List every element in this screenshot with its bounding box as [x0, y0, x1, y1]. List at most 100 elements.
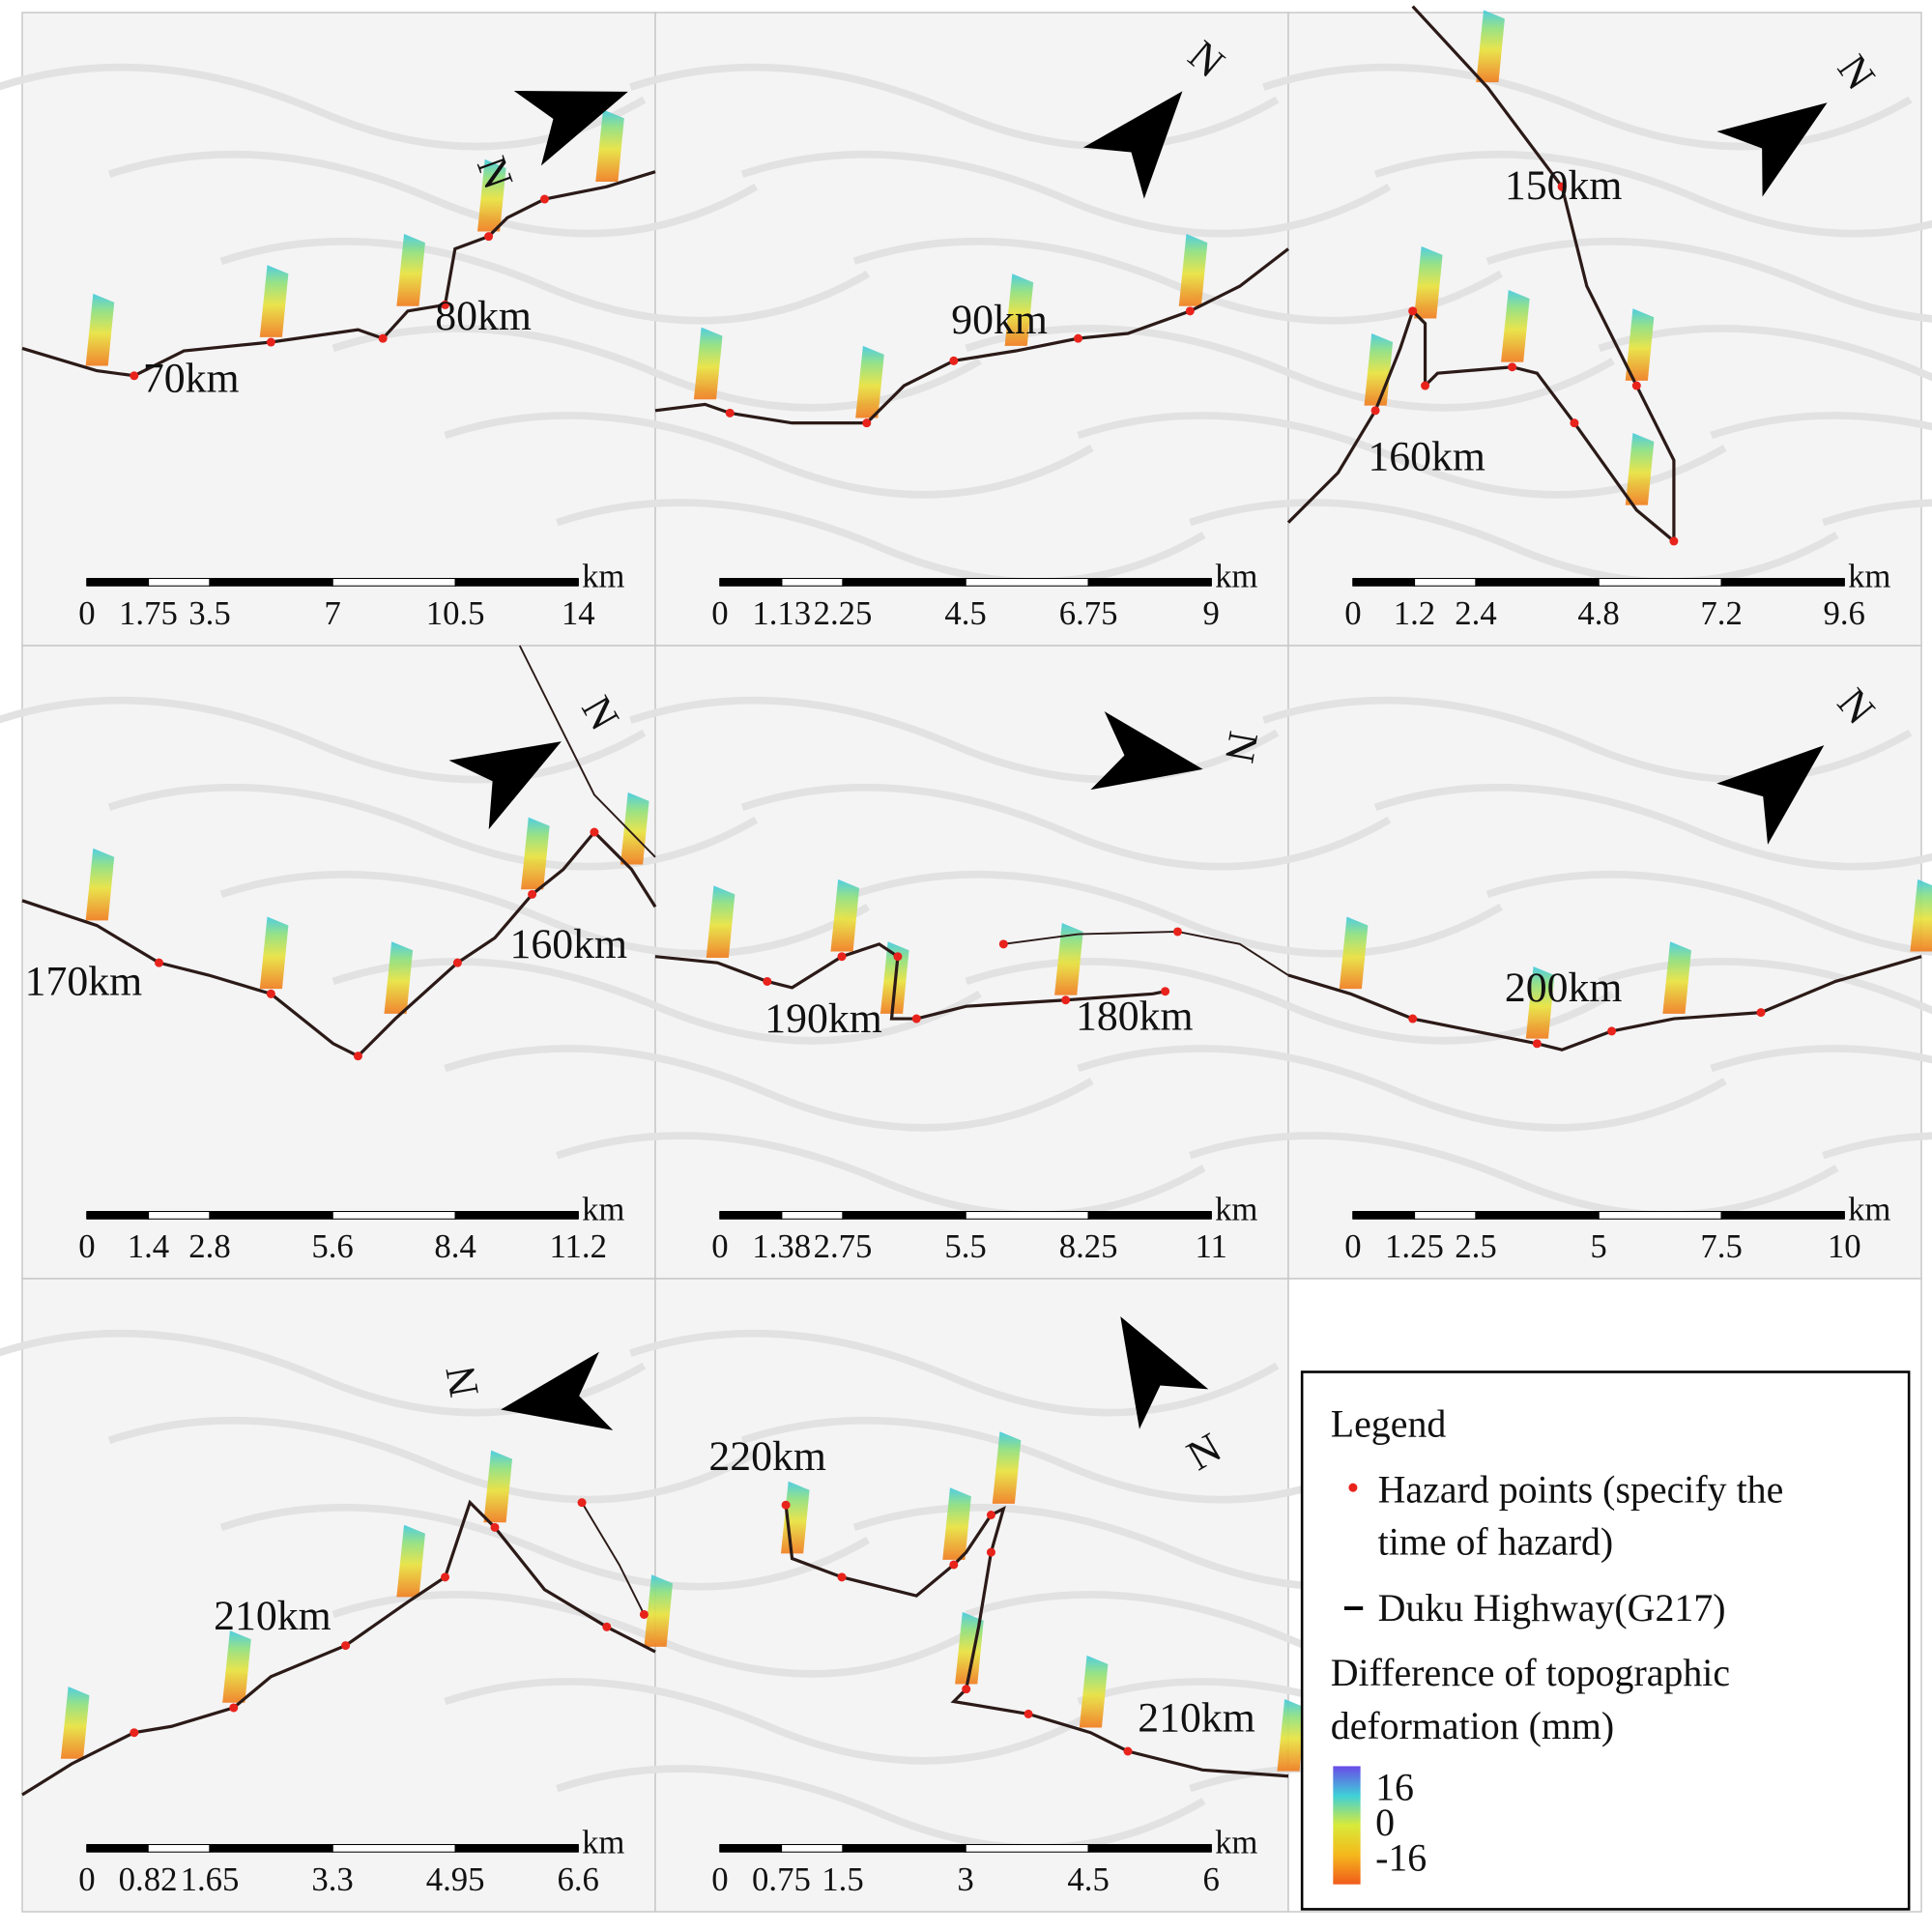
- colorbar-label: -16: [1375, 1836, 1427, 1880]
- scale-segment: [147, 1210, 211, 1220]
- highway: [1287, 955, 1922, 1052]
- highway: [581, 1502, 646, 1615]
- km-label: 90km: [951, 297, 1048, 343]
- scale-label: 5: [1590, 1227, 1606, 1265]
- km-label: 70km: [143, 355, 240, 401]
- scale-segment: [781, 577, 844, 587]
- north-arrow: [513, 90, 628, 166]
- deformation-patch: [1662, 941, 1691, 1014]
- hazard-point: [266, 337, 275, 347]
- hillshade: [629, 1329, 1280, 1417]
- scale-label: 3: [957, 1860, 973, 1898]
- hillshade: [852, 870, 1503, 958]
- deformation-patch: [85, 293, 115, 366]
- scale-unit: km: [582, 1824, 624, 1861]
- km-label: 160km: [509, 921, 627, 967]
- scale-segment: [781, 1210, 844, 1220]
- scale-segment: [780, 1843, 844, 1853]
- km-label: 190km: [764, 995, 882, 1042]
- scale-label: 8.25: [1059, 1227, 1118, 1265]
- legend-title: Legend: [1331, 1401, 1447, 1445]
- scale-unit: km: [582, 1191, 624, 1228]
- highway: [21, 829, 657, 1058]
- scale-label: 1.2: [1394, 594, 1435, 632]
- scale-segment: [209, 1210, 333, 1220]
- panel-frame: [1287, 12, 1922, 647]
- deformation-patch: [644, 1574, 674, 1647]
- hazard-point: [1185, 306, 1195, 316]
- deformation-patch: [1178, 234, 1208, 306]
- hazard-point: [1161, 987, 1170, 996]
- deformation-patch: [396, 1524, 425, 1598]
- scale-label: 2.8: [188, 1227, 230, 1265]
- deformation-patch: [1277, 1698, 1307, 1772]
- scale-label: 5.5: [944, 1227, 986, 1265]
- legend-highway: Duku Highway(G217): [1378, 1586, 1726, 1629]
- scale-segment: [965, 577, 1089, 587]
- hazard-point: [862, 418, 872, 428]
- scale-label: 0: [1344, 1227, 1361, 1265]
- hazard-point: [986, 1510, 995, 1520]
- scale-label: 2.4: [1455, 594, 1496, 632]
- scale-segment: [332, 577, 456, 587]
- deformation-patch: [1413, 245, 1443, 319]
- scale-label: 7: [324, 594, 340, 632]
- legend-hazard-symbol: [1348, 1483, 1358, 1492]
- scale-segment: [147, 1843, 211, 1853]
- hazard-point: [155, 958, 164, 967]
- hillshade: [1077, 1045, 1727, 1132]
- deformation-patch: [1910, 879, 1932, 952]
- deformation-patch: [992, 1431, 1022, 1504]
- hazard-point: [781, 1500, 791, 1510]
- highway: [1286, 5, 1676, 545]
- scale-segment: [86, 1843, 149, 1853]
- hazard-point: [266, 989, 275, 998]
- deformation-patch: [60, 1687, 90, 1759]
- north-arrow: [1082, 91, 1183, 199]
- scale-label: 0: [711, 1860, 728, 1898]
- scale-label: 10: [1828, 1227, 1861, 1265]
- scale-segment: [965, 1210, 1089, 1220]
- scale-label: 1.5: [822, 1860, 863, 1898]
- scale-label: 3.3: [311, 1860, 353, 1898]
- hillshade: [1373, 783, 1932, 871]
- hazard-point: [452, 958, 462, 967]
- scale-segment: [1352, 1210, 1415, 1220]
- deformation-patch: [396, 234, 425, 306]
- hillshade: [556, 1765, 1206, 1852]
- scale-unit: km: [1848, 558, 1890, 595]
- deformation-patch: [1501, 289, 1530, 362]
- hazard-point: [130, 371, 139, 381]
- scale-label: 4.5: [1067, 1860, 1109, 1898]
- scale-segment: [1720, 577, 1845, 587]
- north-arrow: [448, 741, 562, 830]
- scale-segment: [1352, 577, 1415, 587]
- scale-label: 0: [78, 1860, 95, 1898]
- hillshade: [444, 412, 1094, 499]
- scale-label: 0.82: [119, 1860, 178, 1898]
- hillshade: [629, 63, 1280, 151]
- km-label: 200km: [1505, 965, 1623, 1011]
- scale-segment: [1087, 1210, 1212, 1220]
- deformation-patch: [706, 885, 735, 958]
- hillshade: [219, 870, 870, 958]
- scale-segment: [86, 1210, 149, 1220]
- hazard-point: [911, 1014, 921, 1024]
- deformation-patch: [384, 941, 414, 1014]
- hazard-point: [1607, 1026, 1617, 1036]
- colorbar-label: 0: [1375, 1801, 1395, 1844]
- hazard-point: [1421, 381, 1430, 390]
- scale-segment: [719, 1210, 783, 1220]
- scale-segment: [1720, 1210, 1845, 1220]
- scale-label: 1.13: [752, 594, 811, 632]
- hazard-point: [490, 1522, 500, 1532]
- scale-segment: [1475, 1210, 1600, 1220]
- hazard-point: [1532, 1039, 1542, 1049]
- scale-label: 2.75: [814, 1227, 873, 1265]
- deformation-patch: [1004, 274, 1034, 346]
